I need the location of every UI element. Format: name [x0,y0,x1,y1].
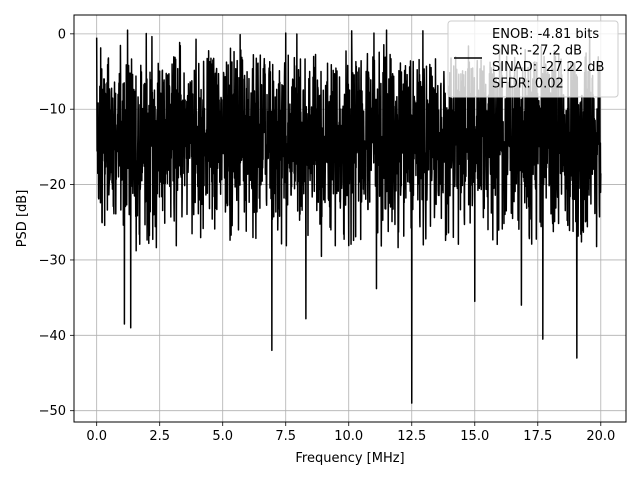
y-tick-label: 0 [58,27,66,42]
series-psd [95,29,602,404]
y-tick-label: −30 [39,253,66,268]
legend-box [447,20,619,98]
y-tick-label: −10 [39,103,66,118]
x-tick-label: 2.5 [149,429,170,444]
legend-entry: SNR: -27.2 dB [492,44,582,59]
y-tick-label: −40 [39,329,66,344]
x-tick-label: 15.0 [460,429,489,444]
legend-entry: SFDR: 0.02 [492,77,564,92]
plot-frame [73,14,627,423]
legend-entry: ENOB: -4.81 bits [492,27,599,42]
y-axis-label: PSD [dB] [15,190,30,248]
x-tick-label: 7.5 [275,429,296,444]
x-tick-label: 17.5 [523,429,552,444]
psd-line [95,29,602,404]
y-tick-label: −20 [39,178,66,193]
legend-entry: SINAD: -27.22 dB [492,60,604,75]
y-tick-label: −50 [39,404,66,419]
x-tick-label: 5.0 [212,429,233,444]
axis-ticks: 0.0 2.5 5.0 7.5 10.0 12.5 15.0 17.5 20.0 0 −10 −20 −… [39,27,616,444]
x-axis-label: Frequency [MHz] [295,451,404,466]
x-tick-label: 12.5 [397,429,426,444]
x-tick-label: 10.0 [334,429,363,444]
x-tick-label: 0.0 [86,429,107,444]
x-tick-label: 20.0 [586,429,615,444]
